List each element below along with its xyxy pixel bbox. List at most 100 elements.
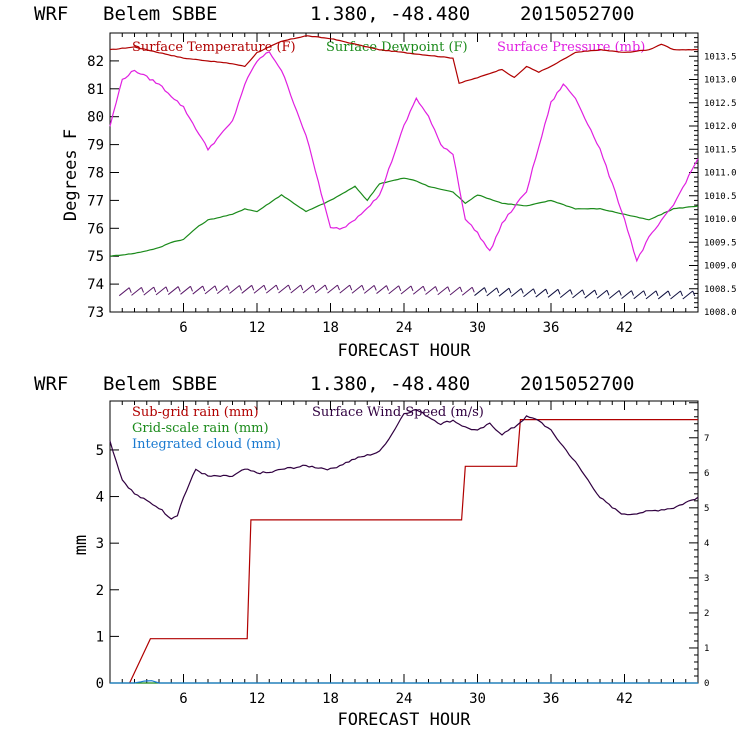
bottom-header-model: WRF xyxy=(34,373,68,395)
wind-barb xyxy=(216,285,228,295)
bottom-x-tick-label: 24 xyxy=(396,691,413,707)
wind-barb-flag xyxy=(606,290,610,296)
wind-barb xyxy=(596,289,608,299)
bottom-y-tick-label: 1 xyxy=(96,629,104,645)
wind-barb-flag xyxy=(165,286,169,293)
wind-barb xyxy=(265,284,277,294)
top-header-station: Belem SBBE xyxy=(103,3,217,25)
wind-barb xyxy=(253,284,265,294)
wind-barb-flag xyxy=(263,285,267,291)
wind-barb-flag xyxy=(251,285,255,291)
top-y-tick-label: 81 xyxy=(87,82,104,98)
top-x-tick-label: 42 xyxy=(616,320,633,336)
wind-barb xyxy=(584,289,596,299)
bottom-y2-tick-label: 4 xyxy=(704,539,709,549)
bottom-x-tick-label: 12 xyxy=(249,691,266,707)
wind-barb xyxy=(412,285,424,295)
wind-barb-flag xyxy=(471,287,475,293)
wind-barbs xyxy=(118,284,696,300)
wind-barb xyxy=(376,285,387,294)
wind-barb-flag xyxy=(582,289,585,296)
series-surface-temperature xyxy=(109,35,699,85)
bottom-header-coords: 1.380, -48.480 xyxy=(310,373,470,395)
bottom-y-tick-label: 0 xyxy=(96,676,104,692)
top-y-tick-label: 75 xyxy=(87,249,104,265)
wind-barb xyxy=(388,285,400,295)
wind-barb-flag xyxy=(422,286,426,292)
wind-barb xyxy=(180,285,191,295)
wind-barb-flag xyxy=(202,285,206,292)
top-y-tick-label: 73 xyxy=(87,305,104,321)
top-y2-tick-label: 1011.5 xyxy=(704,145,737,155)
wind-barb xyxy=(535,288,547,298)
bottom-x-tick-label: 36 xyxy=(543,691,560,707)
bottom-y2-tick-label: 3 xyxy=(704,574,709,584)
bottom-x-tick-label: 30 xyxy=(469,691,486,707)
wind-barb xyxy=(351,284,363,294)
wind-barb-flag xyxy=(680,290,683,297)
top-y2-tick-label: 1010.0 xyxy=(704,215,737,225)
wind-barb xyxy=(143,286,155,296)
top-x-tick-label: 30 xyxy=(469,320,486,336)
wind-barb xyxy=(118,287,130,297)
top-x-tick-label: 24 xyxy=(396,320,413,336)
wind-barb xyxy=(608,290,620,299)
wind-barb xyxy=(400,285,412,295)
top-y-tick-label: 80 xyxy=(87,110,104,126)
legend-subgrid-rain: Sub-grid rain (mm) xyxy=(132,405,259,420)
series-surface-dewpoint xyxy=(109,177,699,257)
wind-barb-flag xyxy=(386,285,389,291)
wind-barb xyxy=(241,284,253,294)
bottom-y2-tick-label: 0 xyxy=(704,679,709,689)
wind-barb xyxy=(523,288,534,298)
wind-barb-flag xyxy=(435,286,438,292)
bottom-x-axis-label: FORECAST HOUR xyxy=(337,710,471,730)
wind-barb xyxy=(155,286,167,296)
bottom-series-lines xyxy=(109,409,699,684)
wind-barb xyxy=(547,288,559,298)
wind-barb xyxy=(486,287,498,297)
top-y-tick-label: 78 xyxy=(87,166,104,182)
wind-barb-flag xyxy=(631,290,634,296)
top-axis-ticks: 6 12 18 24 30 36 42 73 74 75 76 77 78 79 80 81 82 1008.0 1… xyxy=(87,33,737,336)
bottom-y-tick-label: 5 xyxy=(96,443,104,459)
bottom-y-tick-label: 3 xyxy=(96,536,104,552)
bottom-header-run: 2015052700 xyxy=(520,373,634,395)
wind-barb xyxy=(327,284,338,294)
wind-barb-flag xyxy=(288,284,291,291)
top-series-lines xyxy=(109,35,699,263)
top-y-tick-label: 82 xyxy=(87,54,104,70)
wind-barb xyxy=(314,284,326,294)
wind-barb xyxy=(339,284,351,294)
legend-surface-dewpoint: Surface Dewpoint (F) xyxy=(326,40,468,55)
wind-barb-flag xyxy=(275,284,279,291)
wind-barb xyxy=(657,290,669,300)
top-header-coords: 1.380, -48.480 xyxy=(310,3,470,25)
bottom-y2-tick-label: 2 xyxy=(704,609,709,619)
wind-barb xyxy=(363,285,375,294)
top-y2-tick-label: 1009.5 xyxy=(704,238,737,248)
wind-barb-flag xyxy=(214,285,218,292)
top-y2-tick-label: 1011.0 xyxy=(704,169,737,179)
bottom-panel: WRF Belem SBBE 1.380, -48.480 2015052700… xyxy=(34,373,709,730)
wind-barb xyxy=(437,286,449,296)
bottom-y2-tick-label: 1 xyxy=(704,644,709,654)
wind-barb xyxy=(559,289,571,298)
top-y-tick-label: 79 xyxy=(87,138,104,154)
wind-barb xyxy=(131,287,142,296)
top-x-tick-label: 18 xyxy=(322,320,339,336)
wind-barb-flag xyxy=(361,285,365,291)
bottom-y-tick-label: 4 xyxy=(96,490,104,506)
wind-barb-flag xyxy=(459,286,463,293)
top-y2-tick-label: 1009.0 xyxy=(704,262,737,272)
wind-barb xyxy=(633,290,645,300)
top-header-run: 2015052700 xyxy=(520,3,634,25)
bottom-x-tick-label: 42 xyxy=(616,691,633,707)
top-x-axis-label: FORECAST HOUR xyxy=(337,341,471,361)
bottom-x-tick-label: 18 xyxy=(322,691,339,707)
wind-barb-flag xyxy=(594,289,598,296)
wind-barb-flag xyxy=(141,287,144,293)
wind-barb xyxy=(682,290,694,300)
wind-barb xyxy=(461,286,473,296)
